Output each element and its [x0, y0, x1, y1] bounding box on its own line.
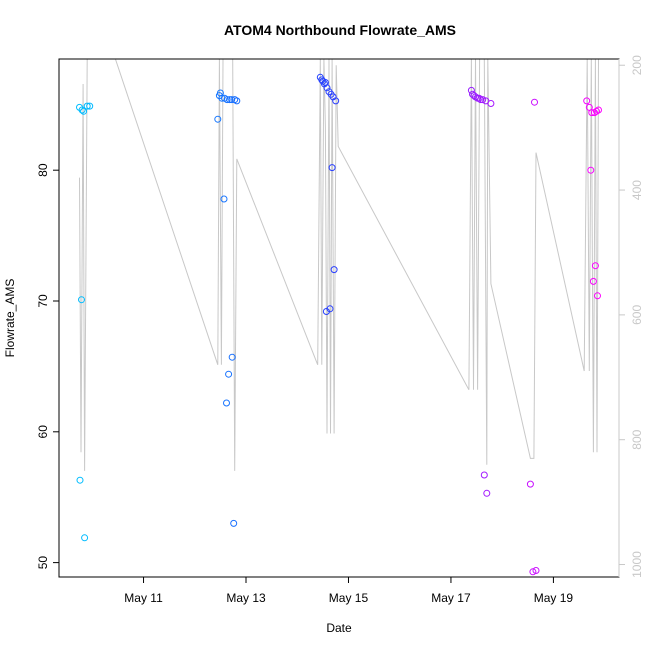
data-point	[487, 100, 495, 107]
data-point	[526, 480, 534, 488]
x-tick-label: May 15	[329, 591, 369, 605]
y2-tick-label: 400	[630, 180, 644, 200]
data-point	[529, 568, 537, 576]
y2-tick-label: 1000	[630, 551, 644, 578]
data-point	[332, 97, 340, 105]
data-point	[83, 102, 91, 110]
data-point	[323, 84, 331, 92]
y-tick-label: 70	[36, 294, 50, 308]
data-point	[583, 97, 591, 105]
data-point	[477, 96, 485, 104]
data-point	[214, 115, 222, 123]
x-axis-label: Date	[326, 621, 352, 635]
data-point	[591, 262, 599, 270]
data-point	[594, 292, 601, 300]
y-tick-label: 50	[36, 556, 50, 570]
data-point	[587, 166, 595, 174]
data-point	[588, 109, 596, 117]
data-point	[326, 305, 334, 313]
y2-tick-label: 200	[630, 55, 644, 75]
data-point	[330, 266, 338, 274]
data-points-group	[76, 73, 602, 576]
data-point	[593, 107, 600, 115]
data-point	[78, 296, 85, 304]
axes-group: May 11 May 13 May 15 May 17 May 19 50 60 70 80 20…	[36, 55, 644, 605]
data-point	[233, 97, 241, 105]
y-axis-label: Flowrate_AMS	[3, 279, 17, 358]
data-point	[225, 370, 233, 378]
data-point	[226, 96, 234, 104]
secondary-line-group	[79, 59, 605, 471]
data-point	[220, 195, 228, 203]
x-tick-label: May 17	[431, 591, 471, 605]
data-point	[531, 98, 538, 106]
x-tick-label: May 11	[124, 591, 163, 605]
data-point	[81, 534, 89, 542]
data-point	[223, 399, 230, 407]
y-tick-label: 80	[36, 163, 50, 177]
data-point	[328, 164, 336, 172]
secondary-series-line	[79, 59, 605, 471]
data-point	[223, 96, 231, 104]
y2-tick-label: 600	[630, 305, 644, 325]
data-point	[228, 96, 236, 104]
data-point	[228, 353, 236, 361]
data-point	[483, 489, 491, 497]
data-point	[479, 96, 487, 104]
data-point	[218, 94, 226, 102]
x-tick-label: May 19	[534, 591, 574, 605]
chart-title: ATOM4 Northbound Flowrate_AMS	[224, 22, 456, 38]
y2-tick-label: 800	[630, 429, 644, 449]
data-point	[595, 106, 602, 114]
y-tick-label: 60	[36, 425, 50, 439]
data-point	[230, 519, 238, 527]
data-point	[76, 476, 84, 484]
x-tick-label: May 13	[226, 591, 266, 605]
data-point	[589, 277, 597, 285]
data-point	[86, 102, 94, 110]
data-point	[475, 94, 483, 102]
data-point	[80, 107, 88, 115]
data-point	[532, 567, 540, 574]
data-point	[78, 106, 86, 114]
data-point	[480, 471, 488, 479]
